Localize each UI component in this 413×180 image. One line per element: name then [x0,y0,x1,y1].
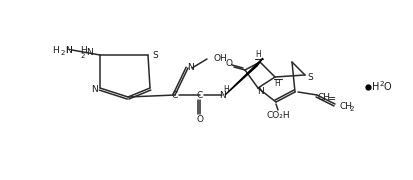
Text: C: C [197,91,203,100]
Text: H: H [255,50,261,59]
Text: O: O [383,82,391,92]
Text: 2: 2 [81,53,85,59]
Text: 2: 2 [350,106,354,112]
Text: H: H [80,46,86,55]
Text: H: H [52,46,58,55]
Polygon shape [225,58,263,95]
Text: S: S [307,73,313,82]
Text: N: N [187,62,193,71]
Text: CO₂H: CO₂H [266,111,290,120]
Text: C: C [172,91,178,100]
Text: H: H [223,84,229,93]
Text: 2: 2 [379,81,384,87]
Text: N: N [218,91,225,100]
Text: CH: CH [339,102,352,111]
Text: H: H [64,46,71,55]
Text: N: N [258,87,264,96]
Text: S: S [152,51,158,60]
Text: 2: 2 [61,50,65,56]
Text: H: H [372,82,380,92]
Text: N: N [90,84,97,93]
Text: =: = [328,94,336,104]
Text: H: H [274,78,280,87]
Text: N: N [64,46,71,55]
Text: N: N [85,48,93,57]
Text: CH: CH [318,93,331,102]
Text: O: O [197,116,204,125]
Text: OH: OH [213,53,227,62]
Text: O: O [225,58,233,68]
